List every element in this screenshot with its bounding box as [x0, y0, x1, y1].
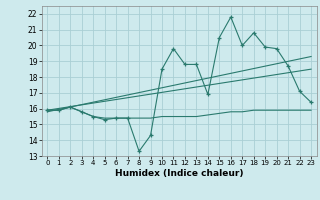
X-axis label: Humidex (Indice chaleur): Humidex (Indice chaleur): [115, 169, 244, 178]
